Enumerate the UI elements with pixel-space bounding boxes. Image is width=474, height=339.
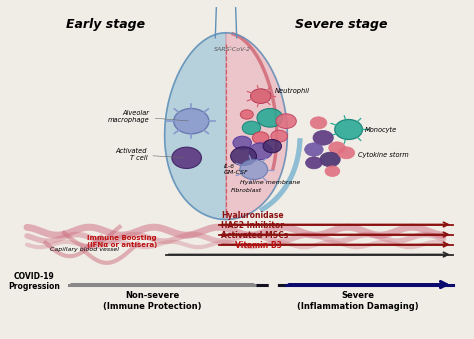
Circle shape (249, 143, 272, 159)
Text: Fibroblast: Fibroblast (231, 188, 262, 193)
Text: Early stage: Early stage (66, 18, 145, 31)
Circle shape (325, 166, 340, 177)
Text: Vitamin B3: Vitamin B3 (235, 241, 282, 250)
Circle shape (172, 147, 201, 168)
Circle shape (335, 119, 363, 139)
Text: Non-severe
(Immune Protection): Non-severe (Immune Protection) (103, 291, 201, 311)
Text: Severe stage: Severe stage (295, 18, 388, 31)
Text: Neutrophil: Neutrophil (274, 88, 310, 94)
Text: Capillary blood vessel: Capillary blood vessel (50, 247, 119, 252)
Circle shape (310, 117, 327, 129)
Circle shape (242, 121, 261, 135)
Circle shape (233, 136, 251, 149)
Polygon shape (164, 33, 226, 220)
Text: Hyaline membrane: Hyaline membrane (240, 180, 300, 185)
Text: Severe
(Inflammation Damaging): Severe (Inflammation Damaging) (297, 291, 419, 311)
Circle shape (252, 132, 269, 144)
Circle shape (250, 89, 271, 103)
Text: Hyaluronidase: Hyaluronidase (221, 211, 284, 220)
Circle shape (320, 152, 340, 167)
Circle shape (305, 143, 323, 156)
Circle shape (271, 130, 288, 142)
Circle shape (240, 110, 253, 119)
Circle shape (240, 159, 268, 180)
Circle shape (257, 108, 283, 127)
Text: Immune Boosting
(IFNα or antisera): Immune Boosting (IFNα or antisera) (87, 235, 157, 248)
Text: Activated
T cell: Activated T cell (116, 148, 184, 161)
Circle shape (306, 157, 322, 169)
Text: Activated MSCs: Activated MSCs (221, 231, 289, 240)
Text: SARS-CoV-2: SARS-CoV-2 (214, 46, 252, 52)
Circle shape (328, 142, 346, 154)
Circle shape (338, 147, 355, 159)
Text: HAS2 Inhibitor: HAS2 Inhibitor (221, 221, 284, 230)
Circle shape (276, 114, 296, 128)
Circle shape (263, 139, 282, 153)
Polygon shape (226, 33, 287, 220)
Circle shape (173, 108, 209, 134)
Text: Monocyte: Monocyte (365, 126, 397, 133)
Text: COVID-19
Progression: COVID-19 Progression (8, 272, 60, 291)
Text: IL-6
GM-CSF: IL-6 GM-CSF (224, 164, 248, 175)
Text: Cytokine storm: Cytokine storm (358, 152, 409, 158)
Circle shape (313, 131, 333, 145)
Circle shape (231, 147, 256, 165)
Text: Alveolar
macrophage: Alveolar macrophage (108, 109, 189, 123)
